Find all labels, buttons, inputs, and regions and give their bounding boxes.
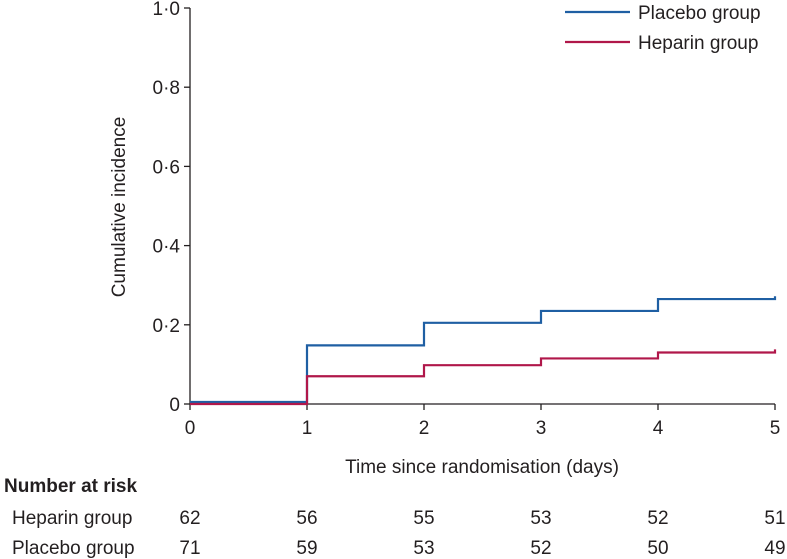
x-tick-label: 1 [302,418,313,439]
y-tick-label: 0 [169,395,180,416]
legend-label: Placebo group [638,3,761,24]
y-tick-label: 0·2 [153,316,180,337]
risk-value: 49 [764,538,785,559]
x-axis-title: Time since randomisation (days) [345,457,619,478]
risk-value: 53 [413,538,434,559]
legend: Placebo group Heparin group [565,3,761,54]
x-tick-label: 3 [536,418,547,439]
risk-row-label: Placebo group [12,538,135,559]
x-tick-label: 2 [419,418,430,439]
x-tick-label: 0 [185,418,196,439]
risk-value: 71 [179,538,200,559]
risk-value: 55 [413,508,434,529]
risk-table-title: Number at risk [4,476,137,497]
x-tick-label: 5 [770,418,781,439]
risk-value: 53 [530,508,551,529]
y-tick-label: 1·0 [153,0,180,20]
y-axis-title: Cumulative incidence [109,117,130,298]
risk-value: 56 [296,508,317,529]
series-lines [190,296,777,406]
risk-row-label: Heparin group [12,508,132,529]
risk-value: 52 [647,508,668,529]
series-line-placebo-group [190,296,777,404]
x-tick-label: 4 [653,418,664,439]
risk-value: 52 [530,538,551,559]
y-tick-label: 0·8 [153,78,180,99]
y-tick-label: 0·6 [153,157,180,178]
risk-value: 62 [179,508,200,529]
risk-table: Number at risk Heparin group 62 56 55 53 52 51 P… [4,476,786,559]
risk-value: 51 [764,508,785,529]
axes: 0 0·2 0·4 0·6 0·8 1·0 0 1 2 3 4 5 [153,0,781,439]
legend-label: Heparin group [638,33,758,54]
risk-value: 59 [296,538,317,559]
y-tick-label: 0·4 [153,237,181,258]
risk-value: 50 [647,538,668,559]
series-line-heparin-group [190,349,777,406]
